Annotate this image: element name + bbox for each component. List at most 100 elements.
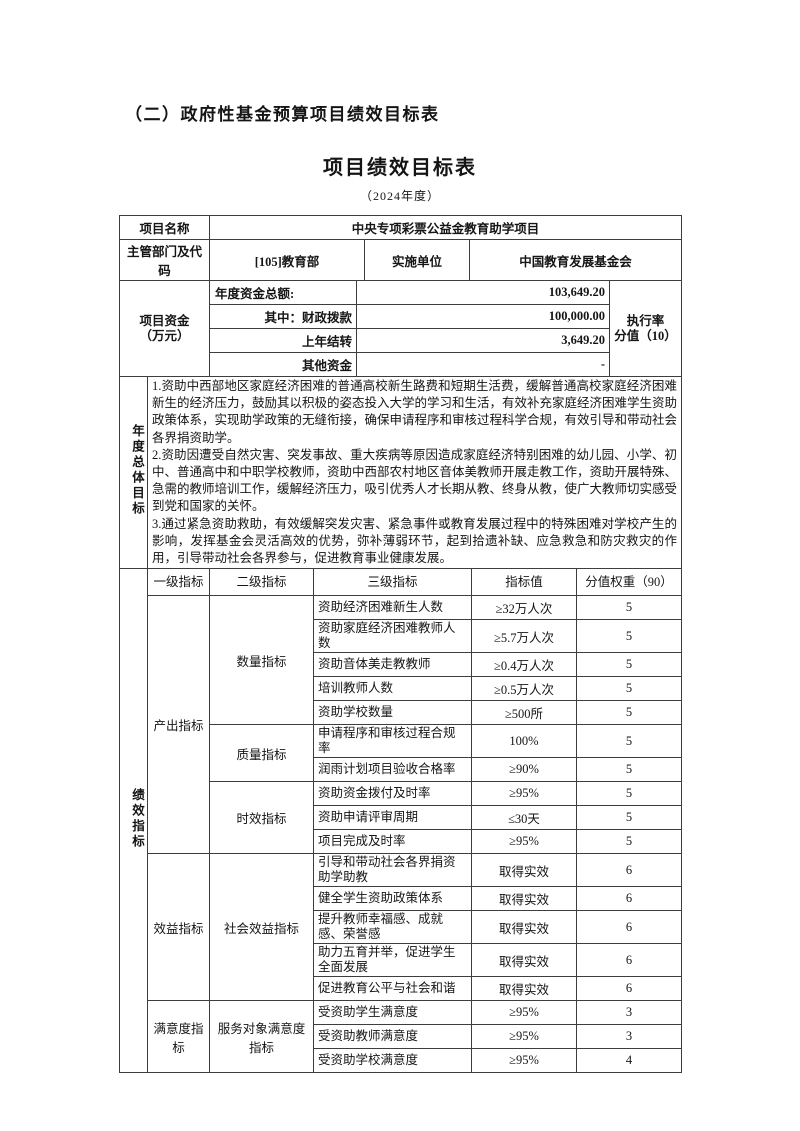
indicator-weight-cell: 6 (576, 910, 682, 945)
indicator-target-cell: 取得实效 (471, 853, 577, 888)
indicators-table: 绩效指标 一级指标 二级指标 三级指标 指标值 分值权重（90） 产出指标 数量… (119, 568, 682, 1074)
table-subtitle: （2024年度） (359, 189, 440, 203)
indicator-name-cell: 润雨计划项目验收合格率 (313, 757, 472, 783)
indicator-target-cell: ≤30天 (471, 805, 577, 831)
fund-row: 其中：财政拨款 100,000.00 (120, 304, 682, 329)
indicator-weight-cell: 5 (576, 805, 682, 831)
indicator-row: 培训教师人数 ≥0.5万人次 5 (120, 676, 682, 702)
indicator-name-cell: 促进教育公平与社会和谐 (313, 976, 472, 1002)
fund-value: 100,000.00 (356, 304, 610, 329)
indicator-target-cell: ≥500所 (471, 700, 577, 726)
indicator-target-cell: ≥95% (471, 1048, 577, 1074)
col-header-target: 指标值 (471, 568, 577, 597)
fund-value: - (356, 352, 610, 377)
indicator-target-cell: ≥32万人次 (471, 595, 577, 621)
indicator-row: 资助学校数量 ≥500所 5 (120, 700, 682, 726)
indicator-weight-cell: 5 (576, 781, 682, 807)
indicator-row: 资助申请评审周期 ≤30天 5 (120, 805, 682, 831)
project-name-label: 项目名称 (119, 215, 210, 240)
indicator-row: 助力五育并举，促进学生全面发展 取得实效 6 (120, 943, 682, 978)
fund-value: 3,649.20 (356, 328, 610, 353)
indicator-weight-cell: 5 (576, 724, 682, 759)
indicators-header-row: 绩效指标 一级指标 二级指标 三级指标 指标值 分值权重（90） (119, 568, 682, 1074)
indicator-row: 促进教育公平与社会和谐 取得实效 6 (120, 976, 682, 1002)
indicator-target-cell: 取得实效 (471, 943, 577, 978)
indicator-weight-cell: 5 (576, 676, 682, 702)
indicator-weight-cell: 5 (576, 652, 682, 678)
project-name-row: 项目名称 中央专项彩票公益金教育助学项目 (119, 215, 683, 240)
indicator-weight-cell: 3 (576, 1000, 682, 1026)
col-header-level1: 一级指标 (147, 568, 210, 597)
page-content: （二）政府性基金预算项目绩效目标表 项目绩效目标表 （2024年度） 项目名称 … (119, 100, 683, 1131)
level2-cell-social-benefit: 社会效益指标 (209, 853, 314, 1002)
indicator-weight-cell: 4 (576, 1048, 682, 1074)
indicator-target-cell: 取得实效 (471, 976, 577, 1002)
indicator-name-cell: 受资助学生满意度 (313, 1000, 472, 1026)
indicator-target-cell: ≥95% (471, 1024, 577, 1050)
section-heading: （二）政府性基金预算项目绩效目标表 (125, 105, 440, 124)
indicator-weight-cell: 5 (576, 829, 682, 855)
indicator-name-cell: 健全学生资助政策体系 (313, 886, 472, 912)
indicator-row: 润雨计划项目验收合格率 ≥90% 5 (120, 757, 682, 783)
project-name-value: 中央专项彩票公益金教育助学项目 (208, 215, 683, 240)
annual-goal-item-1: 1.资助中西部地区家庭经济困难的普通高校新生路费和短期生活费，缓解普通高校家庭经… (152, 379, 678, 445)
level2-cell-service-satisfaction: 服务对象满意度指标 (209, 1000, 314, 1074)
indicator-row: 资助音体美走教教师 ≥0.4万人次 5 (120, 652, 682, 678)
indicator-name-cell: 资助音体美走教教师 (313, 652, 472, 678)
table-title: 项目绩效目标表 (323, 157, 477, 179)
indicator-weight-cell: 6 (576, 886, 682, 912)
indicator-row: 满意度指标 服务对象满意度指标 受资助学生满意度 ≥95% 3 (120, 1000, 682, 1074)
fund-row: 上年结转 3,649.20 (120, 328, 682, 353)
indicator-row: 时效指标 资助资金拨付及时率 ≥95% 5 (120, 781, 682, 855)
indicator-weight-cell: 6 (576, 943, 682, 978)
project-info-table: 项目名称 中央专项彩票公益金教育助学项目 主管部门及代码 [105]教育部 实施… (119, 215, 683, 377)
indicator-target-cell: 100% (471, 724, 577, 759)
annual-goal-item-2: 2.资助因遭受自然灾害、突发事故、重大疾病等原因造成家庭经济特别困难的幼儿园、小… (152, 447, 678, 514)
execution-rate-line2: 分值（10） (614, 328, 677, 343)
indicator-target-cell: ≥5.7万人次 (471, 619, 577, 654)
indicator-row: 健全学生资助政策体系 取得实效 6 (120, 886, 682, 912)
indicator-target-cell: ≥0.5万人次 (471, 676, 577, 702)
annual-goal-side-label: 年度总体目标 (119, 375, 148, 570)
fund-label: 年度资金总额: (209, 280, 357, 305)
indicator-target-cell: 取得实效 (471, 910, 577, 945)
indicator-weight-cell: 6 (576, 853, 682, 888)
indicator-row: 受资助学校满意度 ≥95% 4 (120, 1048, 682, 1074)
level2-cell-quantity: 数量指标 (209, 595, 314, 726)
indicator-weight-cell: 5 (576, 595, 682, 621)
indicator-target-cell: ≥95% (471, 1000, 577, 1026)
indicator-name-cell: 资助申请评审周期 (313, 805, 472, 831)
indicator-target-cell: ≥95% (471, 829, 577, 855)
project-funds-label: 项目资金 （万元） (119, 280, 210, 377)
indicator-name-cell: 资助学校数量 (313, 700, 472, 726)
indicator-weight-cell: 3 (576, 1024, 682, 1050)
indicator-weight-cell: 5 (576, 757, 682, 783)
execution-rate-label: 执行率 分值（10） (608, 280, 683, 377)
page-number: 57 (119, 1129, 681, 1131)
project-funds-label-line2: （万元） (139, 328, 190, 343)
indicator-row: 效益指标 社会效益指标 引导和带动社会各界捐资助学助教 取得实效 6 (120, 853, 682, 1002)
indicator-weight-cell: 5 (576, 700, 682, 726)
fund-label: 其他资金 (209, 352, 357, 377)
indicators-side-label-text: 绩效指标 (130, 788, 144, 851)
project-funds-label-line1: 项目资金 (139, 313, 190, 328)
fund-label: 上年结转 (209, 328, 357, 353)
indicator-name-cell: 资助资金拨付及时率 (313, 781, 472, 807)
indicator-name-cell: 资助经济困难新生人数 (313, 595, 472, 621)
indicator-target-cell: 取得实效 (471, 886, 577, 912)
execution-rate-line1: 执行率 (626, 313, 665, 328)
annual-goal-table: 年度总体目标 1.资助中西部地区家庭经济困难的普通高校新生路费和短期生活费，缓解… (119, 375, 682, 570)
annual-goal-item-3: 3.通过紧急资助救助，有效缓解突发灾害、紧急事件或教育发展过程中的特殊困难对学校… (152, 516, 677, 566)
indicator-row: 资助家庭经济困难教师人数 ≥5.7万人次 5 (120, 619, 682, 654)
impl-unit-value: 中国教育发展基金会 (468, 239, 683, 281)
dept-code-label: 主管部门及代码 (119, 239, 210, 281)
dept-code-value: [105]教育部 (209, 239, 365, 281)
indicator-target-cell: ≥0.4万人次 (471, 652, 577, 678)
indicator-name-cell: 申请程序和审核过程合规率 (313, 724, 472, 759)
indicator-name-cell: 资助家庭经济困难教师人数 (313, 619, 472, 654)
indicator-name-cell: 助力五育并举，促进学生全面发展 (313, 943, 472, 978)
fund-row: 项目资金 （万元） 年度资金总额: 103,649.20 执行率 分值（10） (119, 280, 683, 377)
indicator-target-cell: ≥90% (471, 757, 577, 783)
indicator-row: 质量指标 申请程序和审核过程合规率 100% 5 (120, 724, 682, 783)
